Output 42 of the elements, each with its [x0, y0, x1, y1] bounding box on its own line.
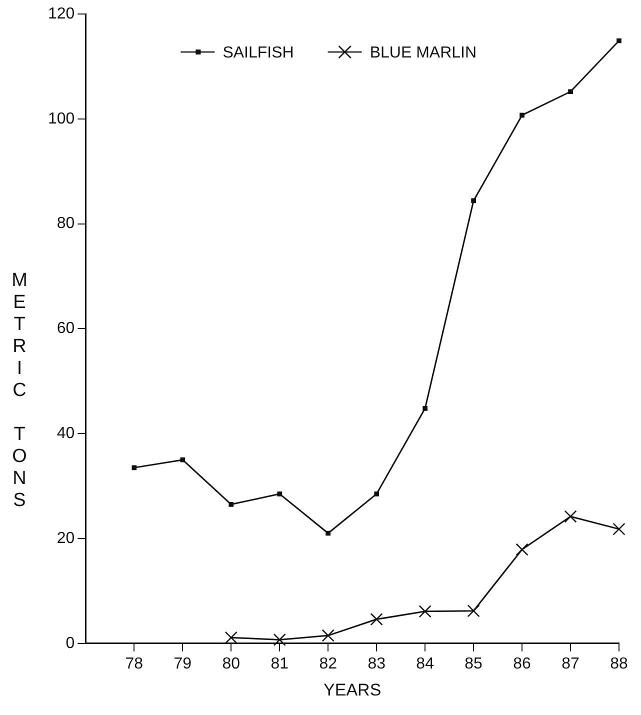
- point: [228, 502, 234, 507]
- point: [180, 457, 186, 462]
- point: [418, 605, 432, 618]
- x-tick-label: 81: [270, 655, 289, 672]
- point: [564, 510, 577, 523]
- point: [322, 629, 334, 642]
- y-tick-label: 120: [48, 5, 75, 22]
- y-tick-label: 20: [56, 530, 75, 547]
- point: [516, 543, 528, 556]
- point: [374, 492, 380, 496]
- x-axis-title: YEARS: [324, 680, 382, 700]
- point: [467, 604, 480, 618]
- x-tick-label: 82: [319, 655, 338, 672]
- point: [277, 492, 282, 496]
- point: [471, 198, 476, 204]
- x-tick-label: 85: [464, 655, 483, 672]
- x-tick-label: 86: [513, 655, 532, 672]
- point: [568, 89, 573, 94]
- y-tick-label: 100: [48, 110, 75, 128]
- x-tick-label: 88: [610, 655, 628, 672]
- point: [612, 522, 626, 536]
- point: [422, 406, 428, 411]
- legend-label: BLUE MARLIN: [370, 44, 477, 62]
- y-axis-title: METRIC TONS: [9, 270, 30, 512]
- x-tick-label: 84: [416, 655, 434, 672]
- point: [224, 631, 238, 644]
- legend-label: SAILFISH: [222, 44, 294, 62]
- point: [326, 530, 331, 536]
- y-tick-label: 40: [56, 425, 75, 442]
- x-tick-label: 78: [125, 655, 144, 672]
- point: [273, 633, 286, 646]
- point: [370, 612, 383, 626]
- x-tick-label: 79: [174, 655, 192, 672]
- point: [520, 112, 524, 118]
- x-tick-label: 87: [562, 655, 580, 672]
- y-tick-label: 80: [56, 215, 75, 232]
- x-tick-label: 80: [222, 655, 240, 672]
- point: [132, 465, 137, 470]
- y-tick-label: 60: [56, 320, 75, 338]
- x-tick-label: 83: [368, 655, 386, 672]
- y-tick-label: 0: [66, 634, 75, 652]
- point: [616, 38, 622, 44]
